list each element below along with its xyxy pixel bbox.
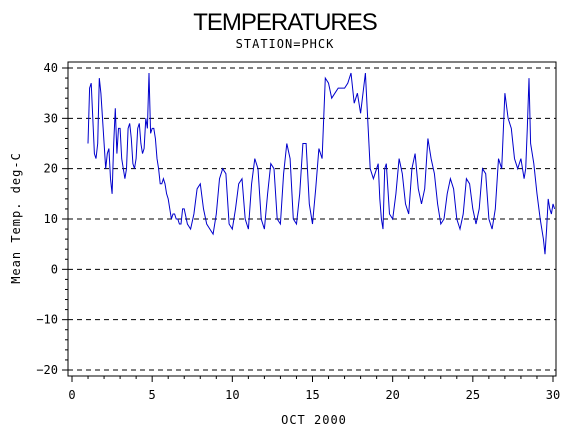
chart-subtitle: STATION=PHCK — [236, 37, 335, 51]
x-tick-label: 20 — [385, 388, 399, 402]
y-tick-label: −20 — [36, 363, 58, 377]
x-tick-label: 30 — [546, 388, 560, 402]
series-line — [87, 72, 556, 255]
y-tick-label: 30 — [44, 111, 58, 125]
chart-title: TEMPERATURES — [193, 9, 377, 36]
x-tick-label: 10 — [225, 388, 239, 402]
x-tick-label: 0 — [68, 388, 75, 402]
y-axis: −20 −10 0 10 20 30 40 — [36, 61, 68, 377]
grid-lines — [68, 67, 556, 371]
x-tick-label: 15 — [305, 388, 319, 402]
x-tick-label: 25 — [466, 388, 480, 402]
y-axis-label: Mean Temp. deg-C — [9, 152, 23, 284]
y-tick-label: 40 — [44, 61, 58, 75]
y-tick-label: 0 — [51, 262, 58, 276]
y-tick-label: −10 — [36, 313, 58, 327]
x-axis: 0 5 10 15 20 25 30 — [68, 376, 560, 402]
y-tick-label: 10 — [44, 212, 58, 226]
y-tick-label: 20 — [44, 162, 58, 176]
x-axis-label: OCT 2000 — [281, 413, 347, 427]
x-tick-label: 5 — [149, 388, 156, 402]
series-group — [87, 72, 556, 255]
